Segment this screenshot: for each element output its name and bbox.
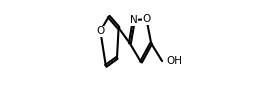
Text: O: O xyxy=(96,26,105,36)
Text: N: N xyxy=(130,15,138,25)
Text: O: O xyxy=(142,14,151,24)
Text: OH: OH xyxy=(167,56,183,66)
